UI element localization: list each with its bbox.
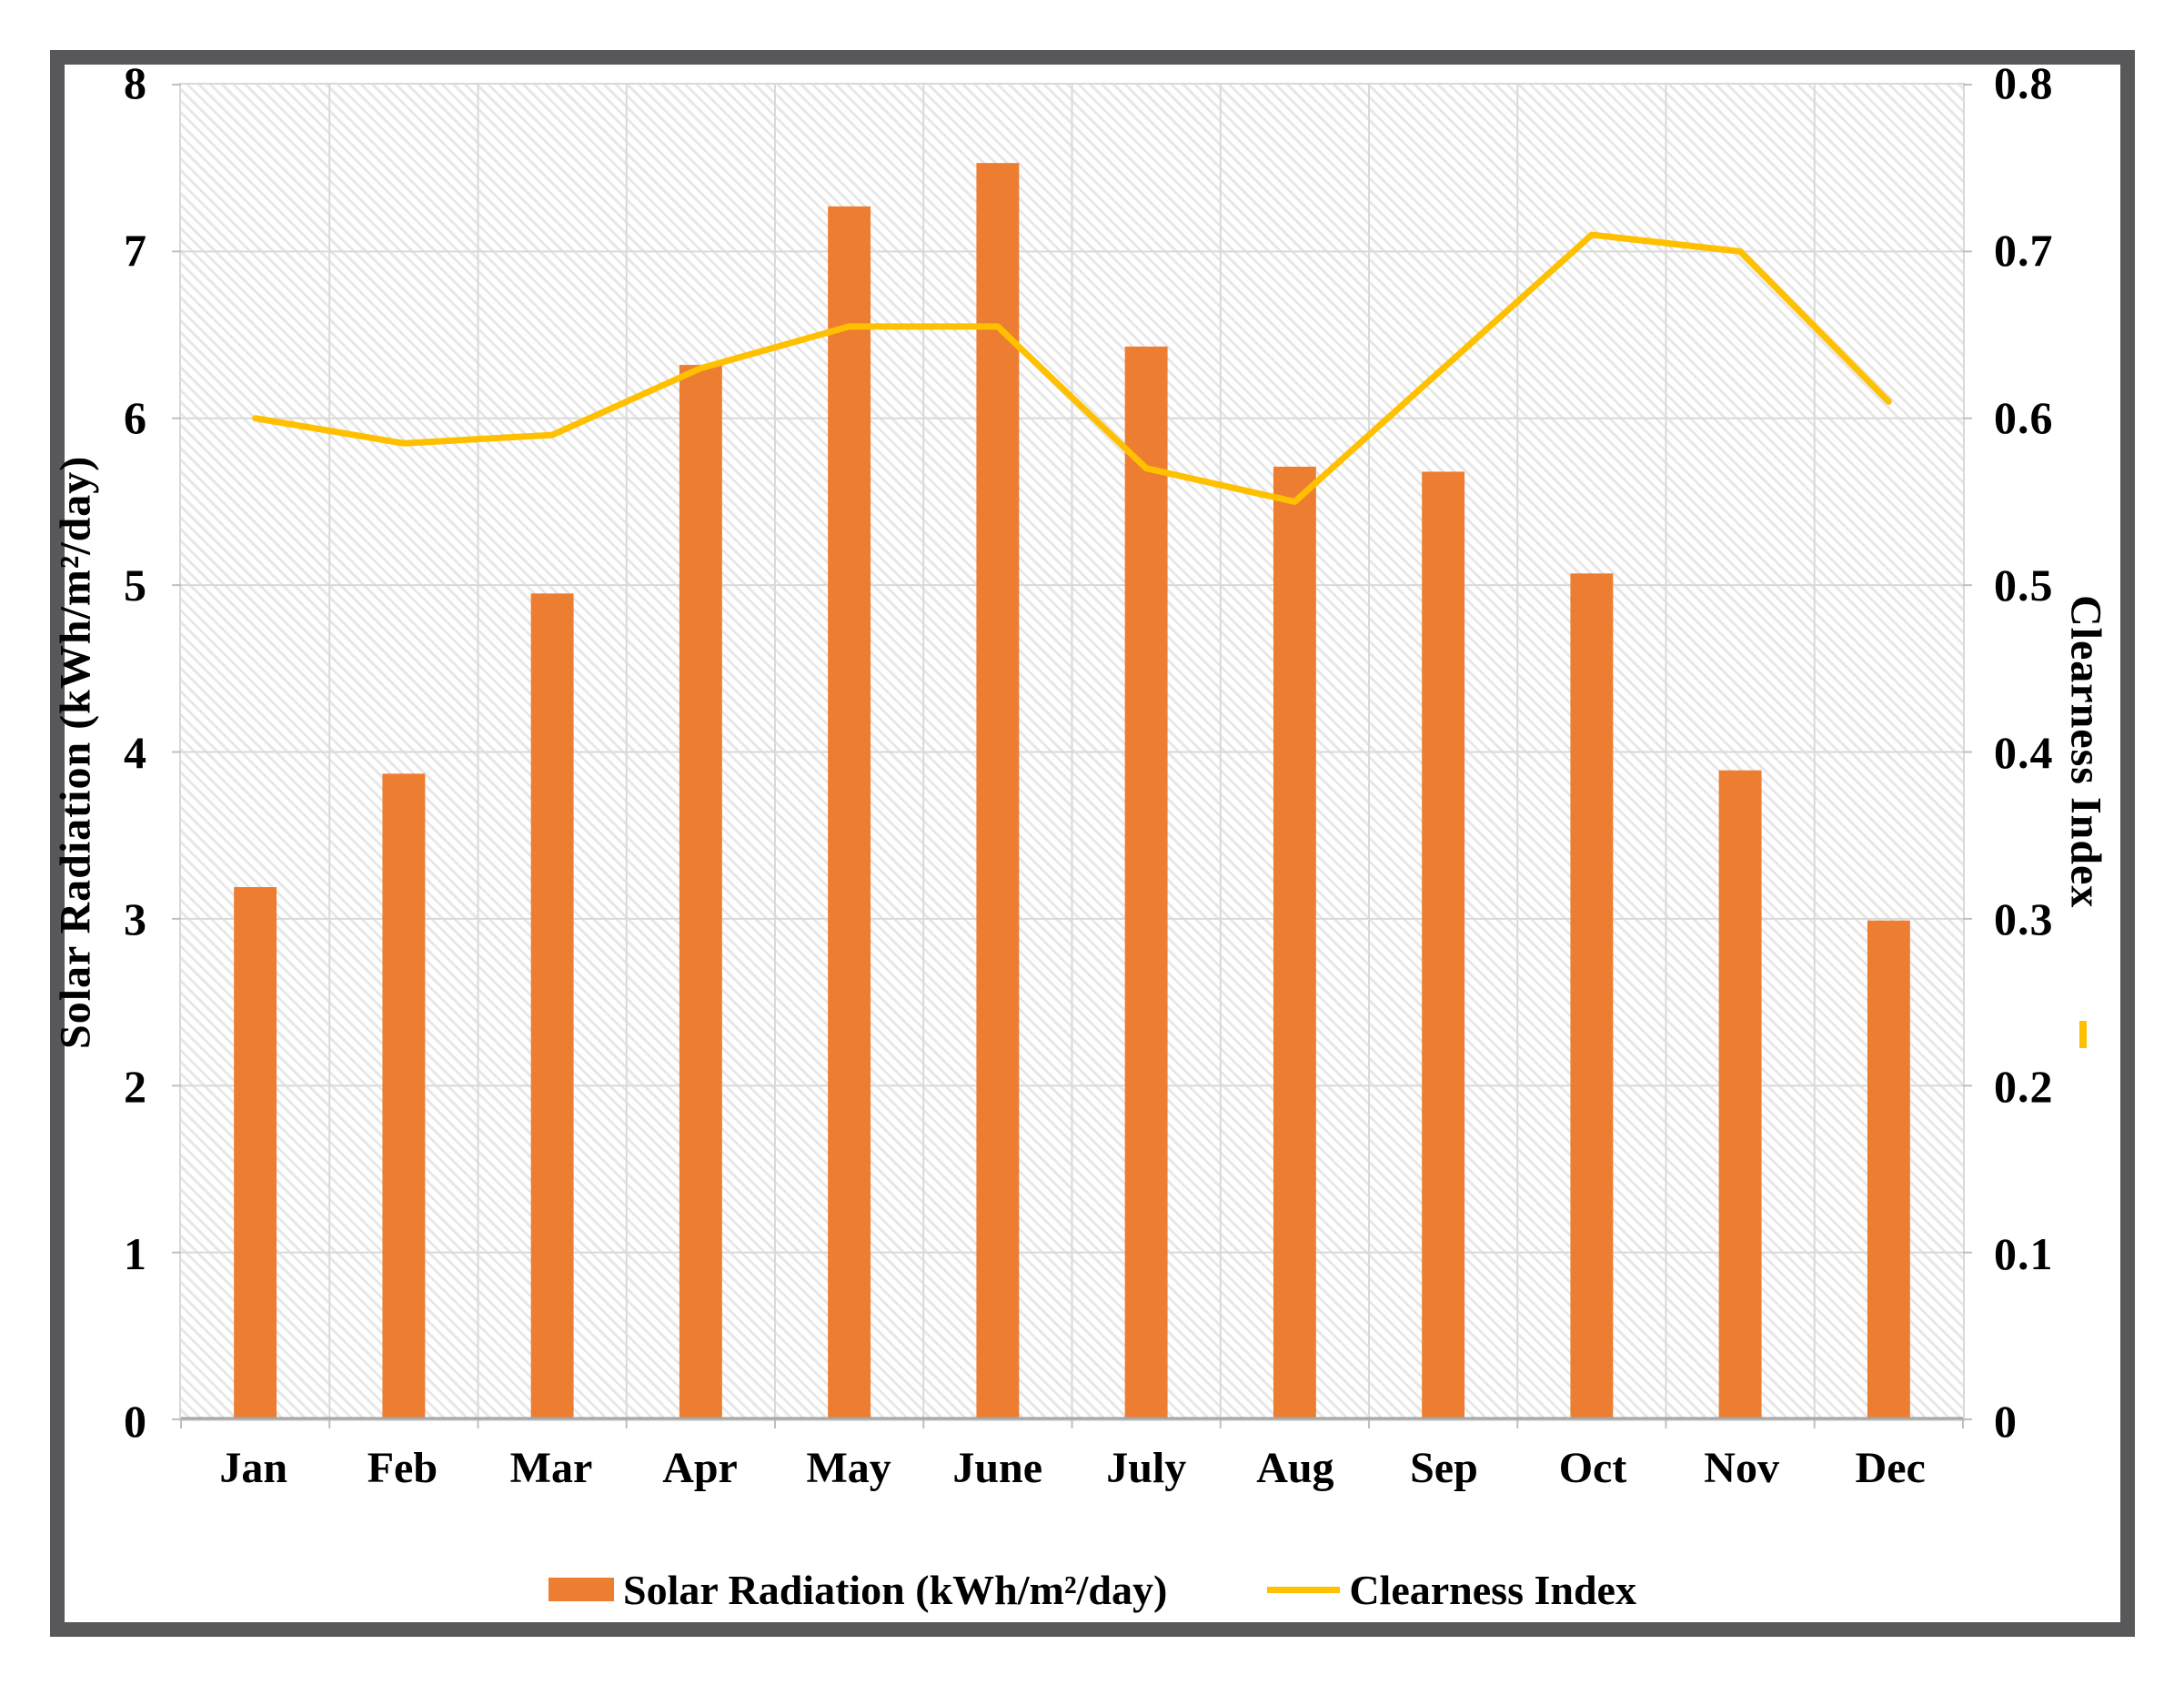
bar-oct <box>1570 573 1614 1419</box>
left-axis-tick: 8 <box>124 57 147 108</box>
left-axis-tick: 2 <box>124 1061 147 1113</box>
left-axis-tick: 6 <box>124 391 147 443</box>
chart-frame <box>50 50 2135 1637</box>
month-label-june: June <box>952 1444 1043 1492</box>
right-axis-tick: 0.6 <box>1994 391 2054 443</box>
right-axis-tick: 0.4 <box>1994 726 2054 778</box>
legend-label: Clearness Index <box>1349 1566 1636 1613</box>
month-label-jan: Jan <box>219 1444 288 1492</box>
right-axis-title: Clearness Index <box>2061 595 2110 909</box>
right-axis-accent-mark <box>2079 1021 2087 1048</box>
right-axis-tick: 0.2 <box>1994 1061 2054 1113</box>
bar-apr <box>679 365 722 1419</box>
month-label-sep: Sep <box>1410 1444 1478 1492</box>
legend-label: Solar Radiation (kWh/m²/day) <box>623 1566 1168 1613</box>
month-label-apr: Apr <box>662 1444 738 1492</box>
bar-aug <box>1273 466 1316 1420</box>
bar-swatch-icon <box>549 1578 615 1601</box>
bar-jan <box>234 887 277 1419</box>
left-axis-title: Solar Radiation (kWh/m²/day) <box>51 455 100 1049</box>
right-axis-tick: 0.3 <box>1994 893 2054 945</box>
month-label-july: July <box>1106 1444 1187 1492</box>
month-label-nov: Nov <box>1704 1444 1779 1492</box>
bar-nov <box>1718 770 1762 1419</box>
left-axis-tick: 7 <box>124 224 147 276</box>
legend-item-solar-radiation: Solar Radiation (kWh/m²/day) <box>549 1566 1167 1614</box>
month-label-may: May <box>806 1444 891 1492</box>
left-axis-tick: 0 <box>124 1396 147 1447</box>
month-label-mar: Mar <box>509 1444 593 1492</box>
month-label-aug: Aug <box>1256 1444 1334 1492</box>
plot-area <box>172 83 1972 1428</box>
bar-sep <box>1422 471 1465 1420</box>
right-axis-tick: 0.1 <box>1994 1228 2054 1280</box>
bar-mar <box>530 593 574 1419</box>
clearness-index-line <box>252 231 1892 505</box>
chart-canvas <box>172 84 1972 1428</box>
right-axis-tick: 0 <box>1994 1396 2018 1447</box>
month-label-dec: Dec <box>1855 1444 1926 1492</box>
left-axis-tick: 4 <box>124 726 147 778</box>
right-axis-tick: 0.5 <box>1994 559 2054 610</box>
month-label-oct: Oct <box>1558 1444 1627 1492</box>
bar-feb <box>382 773 426 1419</box>
bar-may <box>828 206 871 1419</box>
line-swatch-icon <box>1267 1586 1341 1593</box>
bar-july <box>1124 346 1168 1420</box>
legend: Solar Radiation (kWh/m²/day) Clearness I… <box>65 1558 2120 1621</box>
left-axis-tick: 5 <box>124 559 147 610</box>
legend-item-clearness-index: Clearness Index <box>1267 1566 1636 1614</box>
month-label-feb: Feb <box>367 1444 438 1492</box>
left-axis-tick: 3 <box>124 893 147 945</box>
bar-dec <box>1867 920 1910 1419</box>
left-axis-tick: 1 <box>124 1228 147 1280</box>
right-axis-tick: 0.8 <box>1994 57 2054 108</box>
bar-june <box>976 163 1020 1419</box>
right-axis-tick: 0.7 <box>1994 224 2054 276</box>
